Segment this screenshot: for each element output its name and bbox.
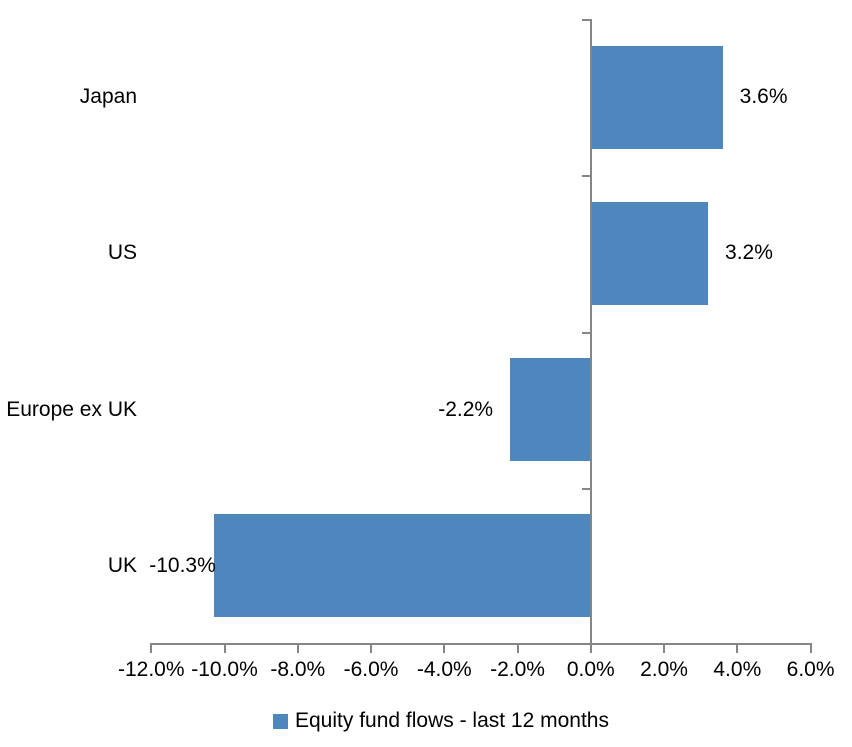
bar-europe-ex-uk <box>510 358 591 462</box>
bar-us <box>590 201 708 305</box>
category-axis-tick <box>581 175 590 178</box>
x-tick-label: -2.0% <box>490 658 545 681</box>
category-label: Japan <box>79 85 137 109</box>
value-axis-line <box>150 643 812 645</box>
x-tick-label: 0.0% <box>566 658 615 681</box>
data-label: -10.3% <box>149 553 216 577</box>
value-axis-tick <box>736 645 739 653</box>
value-axis-tick <box>663 645 666 653</box>
data-label: -2.2% <box>438 397 494 421</box>
category-axis-tick <box>581 19 590 21</box>
value-axis-tick <box>296 645 299 653</box>
category-label: Europe ex UK <box>6 397 137 421</box>
legend-label: Equity fund flows - last 12 months <box>295 709 609 732</box>
data-label: 3.2% <box>725 241 773 265</box>
legend-swatch <box>273 713 288 729</box>
legend: Equity fund flows - last 12 months <box>273 710 609 732</box>
value-axis-tick <box>443 645 446 653</box>
value-axis-tick <box>589 645 592 653</box>
category-axis-tick <box>581 487 590 490</box>
value-axis-tick <box>150 645 153 653</box>
x-tick-label: -4.0% <box>416 658 472 681</box>
category-label: US <box>107 241 137 265</box>
x-tick-label: -12.0% <box>117 658 185 681</box>
value-axis-tick <box>370 645 373 653</box>
x-tick-label: -10.0% <box>191 658 258 681</box>
x-tick-label: 6.0% <box>786 658 835 681</box>
x-tick-label: 4.0% <box>713 658 762 681</box>
value-axis-tick <box>223 645 226 653</box>
category-axis-tick <box>581 331 590 334</box>
bar-uk <box>213 514 591 618</box>
bar-japan <box>590 45 723 149</box>
value-axis-tick <box>516 645 519 653</box>
category-axis-line <box>589 19 592 645</box>
value-axis-tick <box>809 645 812 653</box>
x-tick-label: -8.0% <box>270 658 326 681</box>
data-label: 3.6% <box>739 85 788 109</box>
x-tick-label: 2.0% <box>640 658 688 681</box>
x-tick-label: -6.0% <box>343 658 399 681</box>
category-label: UK <box>107 553 137 577</box>
